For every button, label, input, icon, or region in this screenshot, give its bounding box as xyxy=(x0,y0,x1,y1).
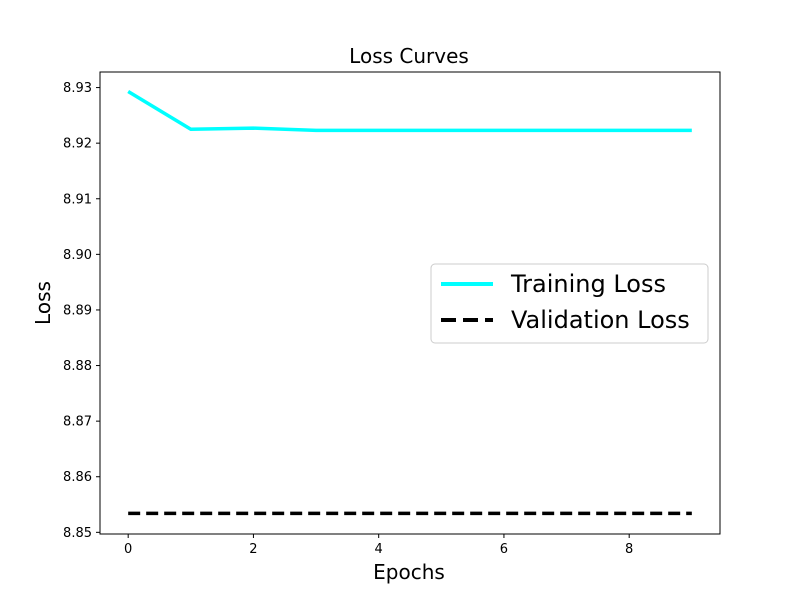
legend-label-validation: Validation Loss xyxy=(511,306,690,334)
legend-box xyxy=(430,263,709,344)
y-tick-label: 8.86 xyxy=(63,470,92,485)
x-tick-label: 0 xyxy=(124,542,132,557)
x-tick-label: 4 xyxy=(375,542,383,557)
y-tick-label: 8.90 xyxy=(63,248,92,263)
chart-title: Loss Curves xyxy=(349,44,469,68)
y-tick-label: 8.87 xyxy=(63,415,92,430)
y-axis-label: Loss xyxy=(31,281,55,325)
plot-frame xyxy=(99,71,721,535)
y-tick-label: 8.85 xyxy=(63,526,92,541)
legend: Training Loss Validation Loss xyxy=(430,263,709,344)
x-tick-label: 6 xyxy=(500,542,508,557)
legend-label-training: Training Loss xyxy=(510,270,666,298)
x-tick-label: 8 xyxy=(625,542,633,557)
x-tick-label: 2 xyxy=(249,542,257,557)
y-tick-label: 8.92 xyxy=(63,137,92,152)
y-tick-label: 8.91 xyxy=(63,192,92,207)
y-tick-label: 8.93 xyxy=(63,81,92,96)
y-tick-label: 8.88 xyxy=(63,359,92,374)
x-axis-label: Epochs xyxy=(373,560,445,584)
y-tick-label: 8.89 xyxy=(63,303,92,318)
series-line-training-loss xyxy=(127,89,692,133)
